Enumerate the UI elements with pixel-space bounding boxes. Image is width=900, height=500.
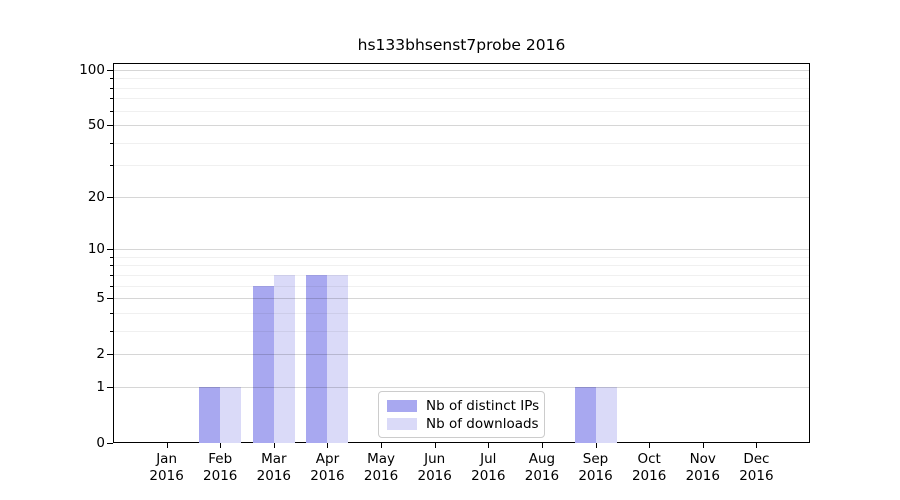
gridline-minor xyxy=(113,265,810,267)
x-axis-tick-label: Mar 2016 xyxy=(256,451,292,484)
y-axis-tick-label: 0 xyxy=(96,435,105,451)
y-axis-minor-tick xyxy=(110,274,113,276)
gridline-minor xyxy=(113,142,810,144)
chart-title: hs133bhsenst7probe 2016 xyxy=(357,36,566,54)
gridline-minor xyxy=(113,110,810,112)
gridline-major xyxy=(113,69,810,71)
y-axis-minor-tick xyxy=(110,98,113,100)
bar-downloads-feb xyxy=(220,386,242,443)
gridline-minor xyxy=(113,165,810,167)
y-axis-minor-tick xyxy=(110,78,113,80)
y-axis-tick xyxy=(107,249,113,251)
y-axis-tick xyxy=(107,69,113,71)
bar-distinct-ips-mar xyxy=(252,285,274,443)
x-axis-tick xyxy=(434,443,436,448)
y-axis-tick xyxy=(107,354,113,356)
gridline-minor xyxy=(113,87,810,89)
x-axis-tick-label: Jun 2016 xyxy=(417,451,452,484)
y-axis-tick xyxy=(107,125,113,127)
legend: Nb of distinct IPs Nb of downloads xyxy=(378,391,545,438)
y-axis-tick xyxy=(107,298,113,300)
y-axis-tick-label: 20 xyxy=(87,188,105,205)
y-axis-tick-label: 5 xyxy=(96,290,105,307)
gridline-major xyxy=(113,386,810,388)
y-axis-minor-tick xyxy=(110,142,113,144)
y-axis-tick-label: 1 xyxy=(96,378,105,395)
y-axis-tick xyxy=(107,196,113,198)
x-axis-tick-label: Oct 2016 xyxy=(631,451,667,484)
x-axis-tick-label: May 2016 xyxy=(363,451,399,484)
x-axis-tick xyxy=(488,443,490,448)
y-axis-minor-tick xyxy=(110,110,113,112)
x-axis-tick xyxy=(220,443,222,448)
y-axis-minor-tick xyxy=(110,285,113,287)
x-axis-tick-label: Nov 2016 xyxy=(685,451,720,484)
gridline-major xyxy=(113,354,810,356)
bar-downloads-sep xyxy=(595,386,617,443)
x-axis-tick-label: Dec 2016 xyxy=(739,451,774,484)
y-axis-minor-tick xyxy=(110,330,113,332)
x-axis-tick-label: Jul 2016 xyxy=(471,451,506,484)
gridline-major xyxy=(113,298,810,300)
x-axis-tick xyxy=(702,443,704,448)
x-axis-tick-label: Apr 2016 xyxy=(310,451,345,484)
x-axis-tick xyxy=(381,443,383,448)
y-axis-minor-tick xyxy=(110,265,113,267)
y-axis-tick-label: 10 xyxy=(87,241,105,258)
x-axis-tick xyxy=(595,443,597,448)
x-axis-tick-label: Sep 2016 xyxy=(578,451,613,484)
y-axis-tick xyxy=(107,443,113,444)
gridline-minor xyxy=(113,274,810,276)
y-axis-minor-tick xyxy=(110,87,113,89)
bar-distinct-ips-apr xyxy=(306,274,328,443)
gridline-minor xyxy=(113,98,810,100)
x-axis-tick xyxy=(541,443,543,448)
legend-label-downloads: Nb of downloads xyxy=(426,415,539,432)
x-axis-tick xyxy=(756,443,758,448)
legend-entry-distinct-ips: Nb of distinct IPs xyxy=(387,398,539,414)
gridline-minor xyxy=(113,330,810,332)
gridline-minor xyxy=(113,312,810,314)
y-axis-tick-label: 100 xyxy=(79,61,105,78)
y-axis-minor-tick xyxy=(110,165,113,167)
legend-swatch-distinct-ips xyxy=(387,399,417,412)
legend-swatch-downloads xyxy=(387,417,417,430)
gridline-major xyxy=(113,249,810,251)
y-axis-tick-label: 50 xyxy=(87,117,105,134)
gridline-major xyxy=(113,125,810,127)
x-axis-tick xyxy=(327,443,329,448)
y-axis-tick-label: 2 xyxy=(96,346,105,363)
bar-distinct-ips-sep xyxy=(574,386,596,443)
x-axis-tick-label: Jan 2016 xyxy=(149,451,184,484)
x-axis-tick-label: Feb 2016 xyxy=(203,451,238,484)
gridline-minor xyxy=(113,256,810,258)
x-axis-tick-label: Aug 2016 xyxy=(524,451,560,484)
bar-distinct-ips-feb xyxy=(199,386,221,443)
gridline-minor xyxy=(113,78,810,80)
plot-border xyxy=(113,63,810,443)
y-axis-minor-tick xyxy=(110,312,113,314)
bar-downloads-apr xyxy=(327,274,349,443)
gridline-major xyxy=(113,196,810,198)
y-axis-tick xyxy=(107,386,113,388)
bar-downloads-mar xyxy=(273,274,295,443)
legend-label-distinct-ips: Nb of distinct IPs xyxy=(426,397,540,414)
x-axis-tick xyxy=(166,443,168,448)
y-axis-minor-tick xyxy=(110,256,113,258)
x-axis-tick xyxy=(273,443,275,448)
legend-entry-downloads: Nb of downloads xyxy=(387,416,539,432)
x-axis-tick xyxy=(649,443,651,448)
gridline-minor xyxy=(113,285,810,287)
